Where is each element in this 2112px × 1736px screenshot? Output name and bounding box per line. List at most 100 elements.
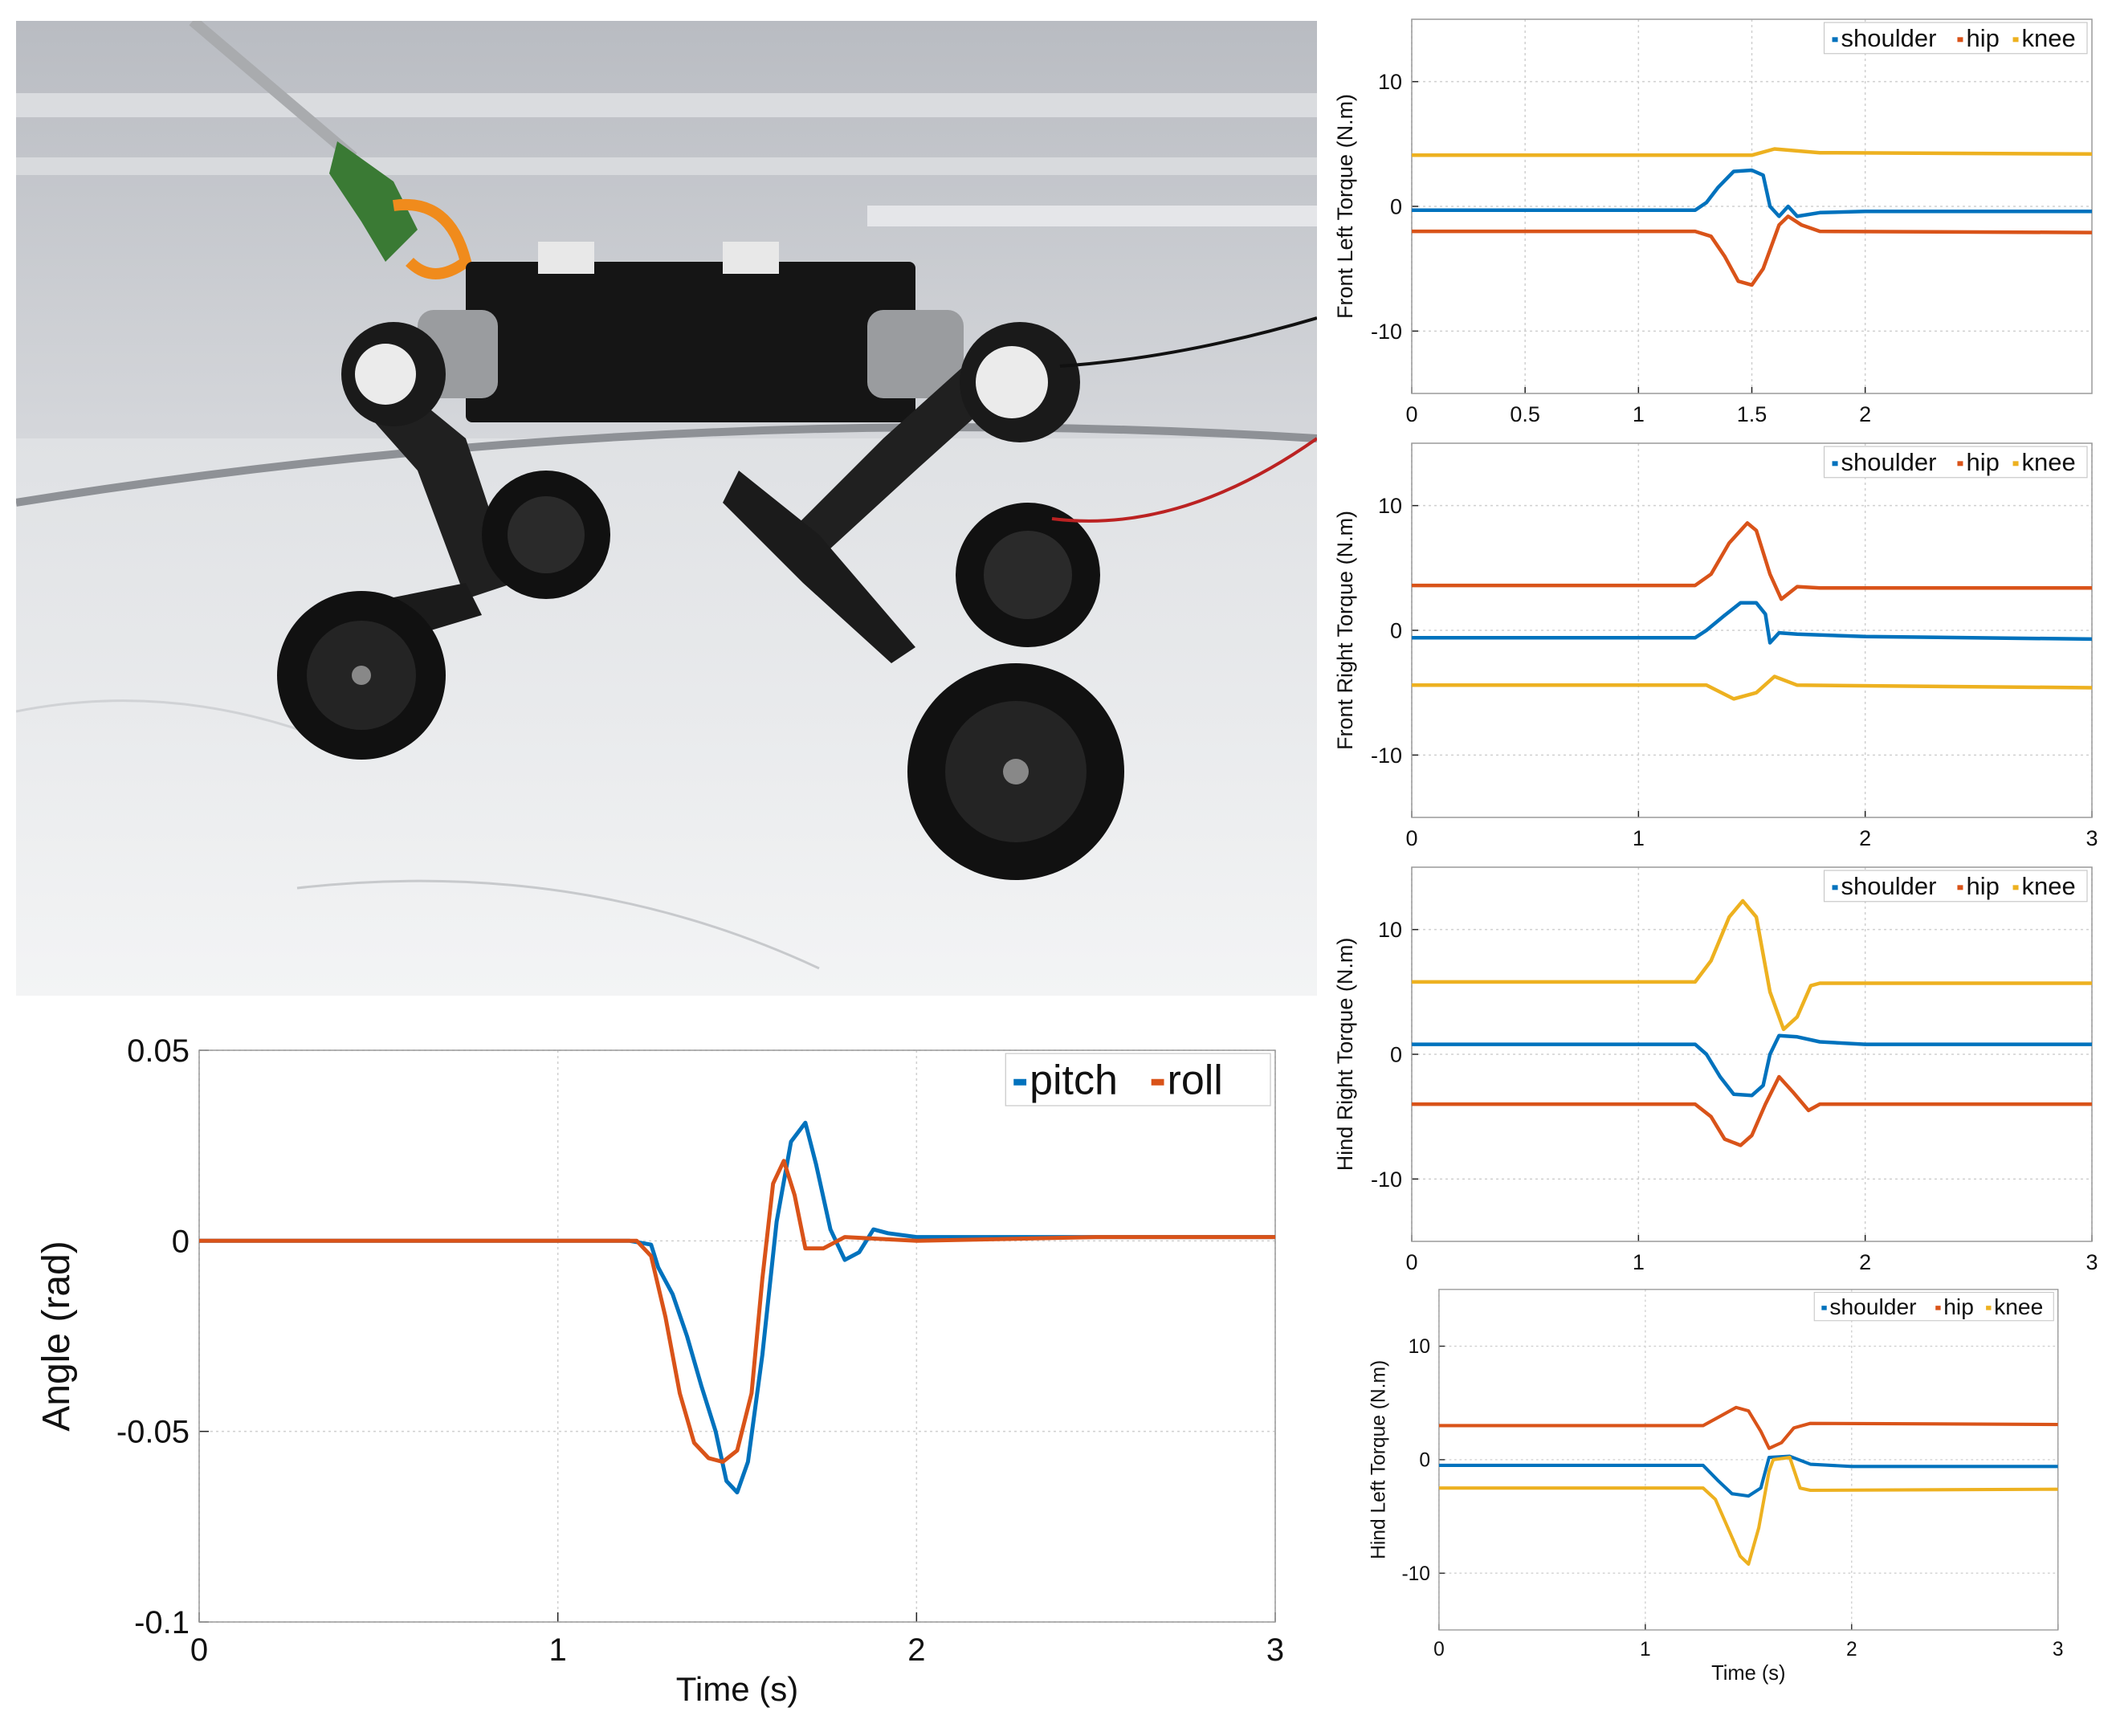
legend-box — [1005, 1053, 1271, 1106]
x-tick-label: 3 — [2085, 1250, 2098, 1270]
y-tick-label: 10 — [1378, 70, 1402, 94]
series-line-shoulder — [1412, 168, 2092, 218]
marble-vein — [16, 699, 338, 745]
legend-label-shoulder: shoulder — [1829, 1294, 1916, 1319]
y-axis-label: Front Right Torque (N.m) — [1333, 511, 1357, 750]
axes-frame — [1411, 866, 2093, 1242]
legend: shoulder hip knee — [1813, 1291, 2054, 1322]
series-line-roll — [199, 1159, 1275, 1465]
series-line-knee — [1438, 1456, 2058, 1566]
x-tick-label: 0 — [1433, 1639, 1445, 1661]
legend: shoulder hip knee — [1823, 446, 2088, 479]
axes-frame — [1411, 442, 2093, 818]
legend-label-hip: hip — [1966, 872, 1999, 900]
grabber-clip — [393, 198, 472, 279]
power-cable — [1059, 316, 1317, 368]
legend-box — [1823, 446, 2088, 479]
y-tick-label: -10 — [1401, 1563, 1430, 1585]
hind-right-torque-chart: 0 1 2 3 10 0 -10 Hind Right Torque (N.m) shoulde… — [1333, 866, 2098, 1270]
legend-label-knee: knee — [1994, 1294, 2043, 1319]
front-right-torque-chart: 0 1 2 3 10 0 -10 Front Right Torque (N.m) should… — [1333, 442, 2098, 846]
x-tick-label: 3 — [2085, 826, 2098, 846]
y-tick-label: -0.1 — [134, 1605, 190, 1640]
series-line-hip — [1412, 214, 2092, 287]
legend-label-pitch: pitch — [1029, 1057, 1118, 1104]
front-leg-upper — [787, 366, 996, 559]
legend-label-shoulder: shoulder — [1841, 24, 1937, 52]
legend-label-knee: knee — [2022, 872, 2076, 900]
series-line-hip — [1412, 521, 2092, 601]
x-tick-label: 3 — [2053, 1639, 2064, 1661]
legend-label-knee: knee — [2022, 448, 2076, 476]
x-tick-label: 2 — [1859, 826, 1871, 846]
legend-box — [1823, 870, 2088, 903]
x-tick-label: 1.5 — [1737, 402, 1767, 422]
legend-label-shoulder: shoulder — [1841, 448, 1937, 476]
y-tick-label: 0 — [1419, 1449, 1430, 1471]
grabber-claw — [329, 141, 418, 262]
x-tick-label: 2 — [1846, 1639, 1857, 1661]
axes-frame — [1438, 1289, 2059, 1631]
x-tick-label: 0 — [190, 1632, 208, 1668]
x-tick-label: 2 — [1859, 1250, 1871, 1270]
robot-body — [466, 262, 915, 422]
axes-frame — [1411, 18, 2093, 394]
y-tick-label: -0.05 — [116, 1415, 190, 1450]
hip-joint-rear-cap — [355, 344, 416, 405]
y-tick-label: -10 — [1371, 320, 1402, 344]
grabber-pole — [189, 21, 357, 162]
legend: pitch roll — [1005, 1053, 1271, 1106]
series-line-shoulder — [1412, 1033, 2092, 1098]
plot-area — [199, 1050, 1275, 1622]
x-tick-label: 1 — [549, 1632, 567, 1668]
x-tick-label: 1 — [1633, 402, 1645, 422]
hind-left-torque-chart: 0 1 2 3 10 0 -10 Hind Left Torque (N.m) Time (s)… — [1368, 1289, 2064, 1685]
power-cable-red — [1051, 437, 1317, 523]
y-tick-label: 10 — [1378, 494, 1402, 518]
y-tick-label: -10 — [1371, 1168, 1402, 1192]
legend: shoulder hip knee — [1823, 870, 2088, 903]
y-tick-label: 0 — [1390, 618, 1402, 642]
y-tick-label: 0 — [172, 1224, 190, 1259]
y-tick-label: 0.05 — [127, 1033, 190, 1069]
wheel-rear-near — [277, 591, 446, 760]
legend-label-hip: hip — [1966, 24, 1999, 52]
robot-photo — [16, 21, 1317, 996]
y-axis-label: Angle (rad) — [35, 1241, 78, 1431]
y-tick-label: 10 — [1378, 918, 1402, 942]
wheel-front-far — [956, 503, 1100, 647]
x-tick-label: 0.5 — [1510, 402, 1540, 422]
series-line-hip — [1438, 1405, 2058, 1450]
x-tick-label: 0 — [1405, 1250, 1417, 1270]
y-tick-label: 10 — [1409, 1336, 1430, 1358]
x-tick-label: 0 — [1405, 402, 1417, 422]
legend-box — [1823, 22, 2088, 55]
x-tick-label: 2 — [907, 1632, 925, 1668]
x-tick-label: 1 — [1633, 1250, 1645, 1270]
legend-label-knee: knee — [2022, 24, 2076, 52]
series-line-pitch — [199, 1120, 1275, 1495]
legend-label-hip: hip — [1943, 1294, 1974, 1319]
y-tick-label: 0 — [1390, 1042, 1402, 1066]
front-motor — [867, 310, 964, 398]
floor-edge — [16, 423, 1317, 507]
y-tick-label: -10 — [1371, 744, 1402, 768]
x-tick-label: 1 — [1633, 826, 1645, 846]
series-line-knee — [1412, 899, 2092, 1032]
x-axis-label: Time (s) — [676, 1670, 798, 1708]
wall-stripe — [867, 206, 1317, 226]
legend-label-hip: hip — [1966, 448, 1999, 476]
wall-stripe — [16, 157, 1317, 175]
y-tick-label: 0 — [1390, 194, 1402, 218]
series-line-shoulder — [1412, 601, 2092, 645]
legend: shoulder hip knee — [1823, 22, 2088, 55]
x-tick-label: 3 — [1266, 1632, 1284, 1668]
y-axis-label: Hind Right Torque (N.m) — [1333, 938, 1357, 1172]
legend-label-shoulder: shoulder — [1841, 872, 1937, 900]
y-axis-label: Hind Left Torque (N.m) — [1368, 1360, 1390, 1559]
axes-frame — [198, 1049, 1276, 1623]
wheel-front-near — [907, 663, 1124, 880]
marble-vein — [296, 879, 820, 970]
y-axis-label: Front Left Torque (N.m) — [1333, 94, 1357, 319]
hip-joint-front-cap — [976, 346, 1048, 418]
